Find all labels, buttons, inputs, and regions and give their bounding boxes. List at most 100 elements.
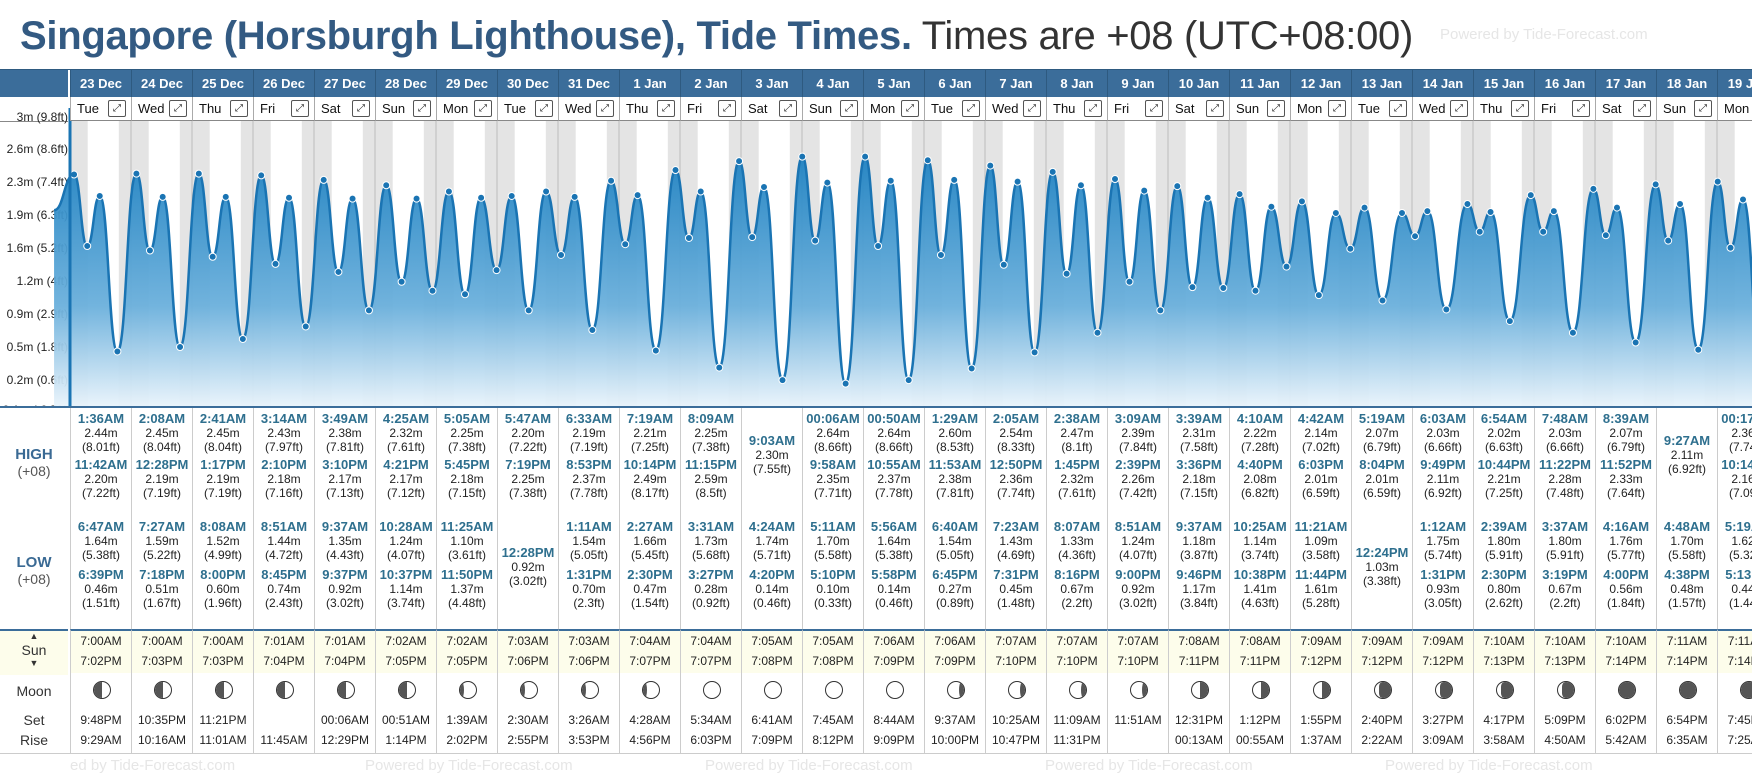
tide-point <box>633 191 642 200</box>
moon-shadow <box>1378 682 1391 698</box>
high-tide-entry: 8:09AM 2.25m (7.38ft) <box>681 412 741 455</box>
high-tide-height-ft: (8.01ft) <box>81 440 120 454</box>
expand-icon[interactable]: ⤢ <box>840 100 858 117</box>
low-tide-entry: 2:27AM 1.66m (5.45ft) <box>620 520 680 563</box>
low-tide-height: 0.92m <box>1121 582 1155 596</box>
sunrise-time: 7:06AM <box>873 634 915 648</box>
low-tide-time: 10:28AM <box>379 519 433 534</box>
high-tide-height: 2.01m <box>1304 472 1338 486</box>
watermark-bottom: ed by Tide-Forecast.com <box>70 757 235 774</box>
sunset-time: 7:14PM <box>1605 654 1647 668</box>
expand-icon[interactable]: ⤢ <box>474 100 492 117</box>
tide-point <box>1631 338 1640 347</box>
high-tide-entry: 2:05AM 2.54m (8.33ft) <box>986 412 1046 455</box>
low-tide-entry: 11:21AM 1.09m (3.58ft) <box>1291 520 1351 563</box>
tide-point <box>621 240 630 249</box>
tide-point <box>778 376 787 385</box>
high-tide-height-ft: (8.33ft) <box>996 440 1035 454</box>
low-tide-time: 9:37AM <box>1175 519 1223 534</box>
expand-icon[interactable]: ⤢ <box>1145 100 1163 117</box>
sun-cell: 7:00AM 7:03PM <box>131 629 192 673</box>
expand-icon[interactable]: ⤢ <box>1572 100 1590 117</box>
tide-point <box>1267 202 1276 211</box>
tide-point <box>1219 284 1228 293</box>
expand-icon[interactable]: ⤢ <box>718 100 736 117</box>
moon-shadow <box>459 682 464 698</box>
expand-icon[interactable]: ⤢ <box>1267 100 1285 117</box>
expand-icon[interactable]: ⤢ <box>657 100 675 117</box>
high-tide-cell: 2:08AM 2.45m (8.04ft) 12:28PM 2.19m (7.19ft) <box>131 408 192 516</box>
expand-icon[interactable]: ⤢ <box>1511 100 1529 117</box>
expand-icon[interactable]: ⤢ <box>1389 100 1407 117</box>
day-weekday: Wed <box>1419 101 1446 116</box>
expand-icon[interactable]: ⤢ <box>230 100 248 117</box>
low-tide-time: 10:38PM <box>1233 567 1287 582</box>
expand-icon[interactable]: ⤢ <box>1328 100 1346 117</box>
expand-icon[interactable]: ⤢ <box>413 100 431 117</box>
high-tide-cell: 1:29AM 2.60m (8.53ft) 11:53AM 2.38m (7.81ft) <box>924 408 985 516</box>
expand-icon[interactable]: ⤢ <box>1633 100 1651 117</box>
tide-point <box>1282 262 1291 271</box>
moonrise-time: 1:37AM <box>1300 733 1342 747</box>
sunset-time: 7:12PM <box>1422 654 1464 668</box>
expand-icon[interactable]: ⤢ <box>535 100 553 117</box>
expand-icon[interactable]: ⤢ <box>108 100 126 117</box>
high-tide-height-ft: (6.92ft) <box>1423 486 1462 500</box>
moonset-time: 10:35PM <box>137 713 187 727</box>
expand-icon[interactable]: ⤢ <box>1694 100 1712 117</box>
sun-cell: 7:00AM 7:03PM <box>192 629 253 673</box>
low-tide-height: 1.37m <box>450 582 484 596</box>
expand-icon[interactable]: ⤢ <box>901 100 919 117</box>
high-tide-cell: 5:47AM 2.20m (7.22ft) 7:19PM 2.25m (7.38ft) <box>497 408 558 516</box>
high-tide-height: 2.11m <box>1426 472 1460 486</box>
expand-icon[interactable]: ⤢ <box>1450 100 1468 117</box>
low-tide-height-ft: (3.58ft) <box>1301 548 1340 562</box>
tide-point <box>1111 174 1120 183</box>
row-separator <box>0 753 1752 754</box>
low-tide-time: 8:45PM <box>261 567 307 582</box>
high-tide-entry: 00:06AM 2.64m (8.66ft) <box>803 412 863 455</box>
expand-icon[interactable]: ⤢ <box>962 100 980 117</box>
low-tide-entry: 1:31PM 0.93m (3.05ft) <box>1413 568 1473 611</box>
expand-icon[interactable]: ⤢ <box>291 100 309 117</box>
expand-icon[interactable]: ⤢ <box>596 100 614 117</box>
low-tide-height: 0.70m <box>572 582 606 596</box>
expand-icon[interactable]: ⤢ <box>169 100 187 117</box>
moon-shadow <box>1679 682 1696 698</box>
high-tide-time: 2:41AM <box>199 411 247 426</box>
low-tide-height: 1.18m <box>1182 534 1216 548</box>
high-tide-time: 4:10AM <box>1236 411 1284 426</box>
expand-icon[interactable]: ⤢ <box>1084 100 1102 117</box>
low-tide-height: 1.74m <box>755 534 789 548</box>
high-label-text: HIGH <box>15 446 53 463</box>
tide-point <box>557 250 566 259</box>
expand-icon[interactable]: ⤢ <box>352 100 370 117</box>
tide-point <box>1486 208 1495 217</box>
moonrise-time: 3:53PM <box>568 733 610 747</box>
moon-cell: 11:45AM <box>253 673 314 753</box>
moon-phase-icon <box>580 681 599 699</box>
sunrise-time: 7:05AM <box>812 634 854 648</box>
tide-point <box>936 250 945 259</box>
moon-phase-icon <box>641 681 660 699</box>
high-tide-height: 2.01m <box>1365 472 1399 486</box>
expand-icon[interactable]: ⤢ <box>1023 100 1041 117</box>
high-tide-time: 11:42AM <box>74 457 128 472</box>
expand-icon[interactable]: ⤢ <box>779 100 797 117</box>
tide-point <box>1475 227 1484 236</box>
watermark-top: Powered by Tide-Forecast.com <box>1440 26 1648 43</box>
low-tide-time: 5:13PM <box>1725 567 1752 582</box>
tide-point <box>524 306 533 315</box>
high-tide-height: 2.38m <box>938 472 972 486</box>
tide-point <box>348 194 357 203</box>
expand-icon[interactable]: ⤢ <box>1206 100 1224 117</box>
low-tide-entry: 3:37AM 1.80m (5.91ft) <box>1535 520 1595 563</box>
sunset-time: 7:02PM <box>80 654 122 668</box>
sun-cell: 7:03AM 7:06PM <box>497 629 558 673</box>
day-weekday: Tue <box>1358 101 1380 116</box>
day-date: 13 Jan <box>1351 70 1412 97</box>
high-tide-height-ft: (8.53ft) <box>935 440 974 454</box>
moon-shadow <box>1020 682 1025 698</box>
high-label-tz: (+08) <box>17 463 51 479</box>
moonset-time: 1:55PM <box>1300 713 1342 727</box>
